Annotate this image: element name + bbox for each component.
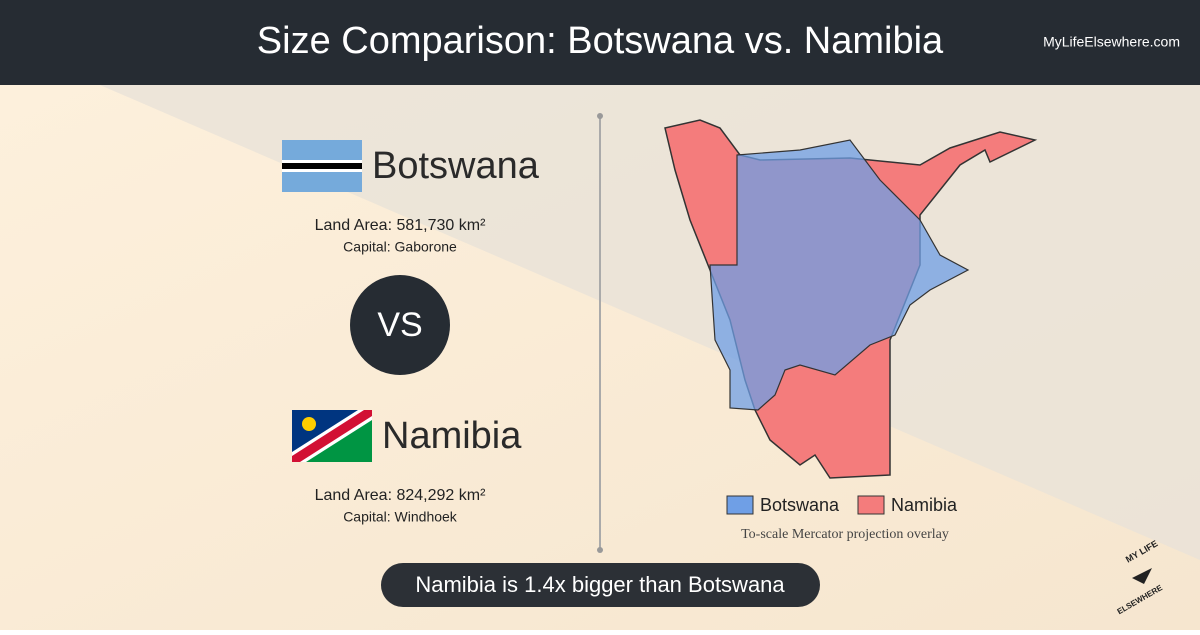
summary: Namibia is 1.4x bigger than Botswana	[415, 572, 785, 597]
legend-label: Botswana	[760, 495, 840, 515]
map-note: To-scale Mercator projection overlay	[741, 527, 949, 542]
title: Size Comparison: Botswana vs. Namibia	[257, 20, 944, 62]
land-area: Land Area: 581,730 km²	[315, 217, 486, 234]
header-bar	[0, 0, 1200, 85]
legend-label: Namibia	[891, 495, 958, 515]
namibia-flag	[292, 410, 372, 462]
botswana-flag	[282, 140, 362, 192]
site-name[interactable]: MyLifeElsewhere.com	[1043, 34, 1180, 50]
legend-swatch	[857, 495, 885, 515]
logo-plane	[1132, 568, 1152, 584]
country-name: Namibia	[382, 415, 522, 457]
land-area: Land Area: 824,292 km²	[315, 487, 486, 504]
capital: Capital: Windhoek	[343, 509, 458, 525]
vs-text: VS	[377, 306, 422, 344]
legend-swatch	[726, 495, 754, 515]
country-name: Botswana	[372, 145, 540, 187]
divider-end	[597, 113, 603, 119]
summary-pill	[381, 563, 820, 607]
vs-badge	[350, 275, 450, 375]
botswana-shape	[709, 139, 970, 411]
divider-end	[597, 547, 603, 553]
capital: Capital: Gaborone	[343, 239, 457, 255]
